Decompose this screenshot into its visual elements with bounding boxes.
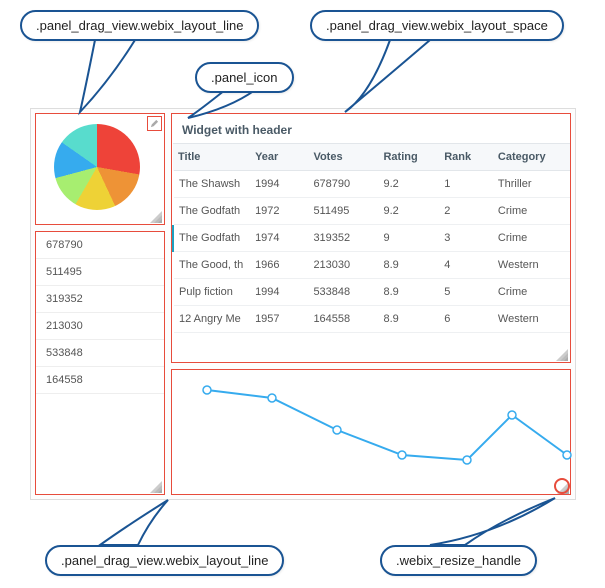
callout-bottom-right: .webix_resize_handle (380, 545, 537, 576)
callout-tails (0, 0, 605, 588)
callout-top-right: .panel_drag_view.webix_layout_space (310, 10, 564, 41)
callout-center: .panel_icon (195, 62, 294, 93)
callout-bottom-left: .panel_drag_view.webix_layout_line (45, 545, 284, 576)
callout-top-left: .panel_drag_view.webix_layout_line (20, 10, 259, 41)
